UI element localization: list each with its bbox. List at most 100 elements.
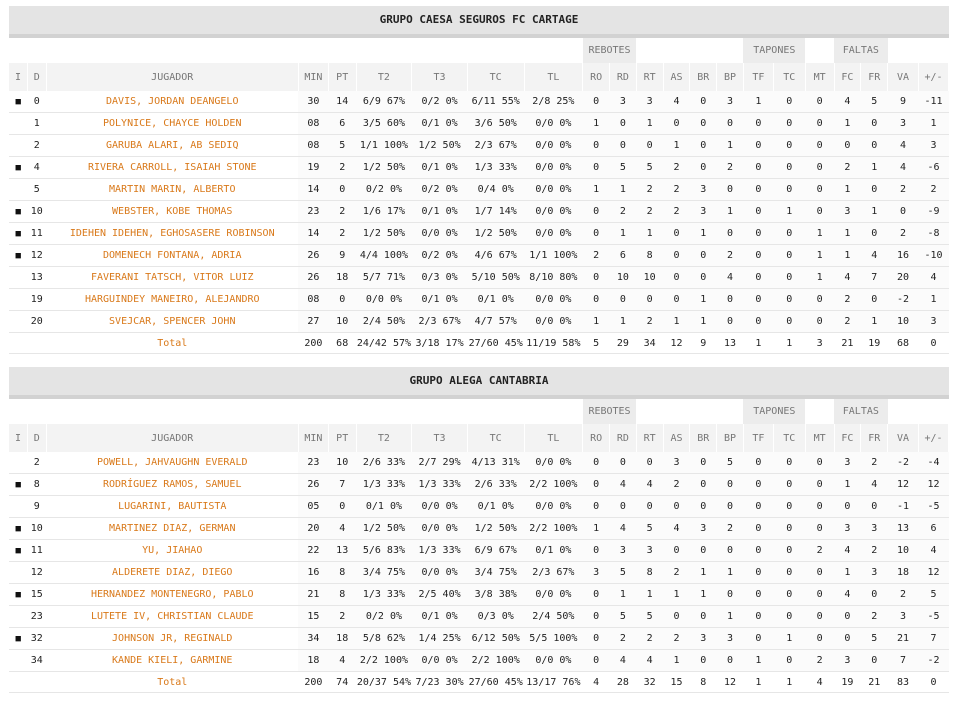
- stat-va: -1: [887, 495, 919, 518]
- player-name-link[interactable]: HARGUINDEY MANEIRO, ALEJANDRO: [46, 288, 299, 311]
- player-name-link[interactable]: MARTIN MARIN, ALBERTO: [46, 178, 299, 201]
- total-ro: 5: [582, 332, 610, 354]
- player-name-link[interactable]: RODRÍGUEZ RAMOS, SAMUEL: [46, 473, 299, 496]
- stat-tc2: 1: [773, 200, 806, 223]
- stat-fc: 1: [834, 473, 861, 496]
- stat-rd: 0: [609, 112, 637, 135]
- player-name-link[interactable]: RIVERA CARROLL, ISAIAH STONE: [46, 156, 299, 179]
- stat-t3: 0/2 0%: [411, 178, 468, 201]
- stat-rt: 8: [636, 561, 664, 584]
- player-name-link[interactable]: POWELL, JAHVAUGHN EVERALD: [46, 452, 299, 474]
- player-name-link[interactable]: HERNANDEZ MONTENEGRO, PABLO: [46, 583, 299, 606]
- stat-as: 0: [663, 112, 690, 135]
- stat-ro: 1: [582, 178, 610, 201]
- col-header-jugador: JUGADOR: [46, 424, 299, 452]
- stat-mt: 1: [805, 266, 835, 289]
- total-spacer: [9, 671, 28, 693]
- player-row: ■ 11 YU, JIAHAO 22 13 5/6 83% 1/3 33% 6/9 67% 0/…: [9, 539, 949, 562]
- total-min: 200: [298, 332, 329, 354]
- stat-rd: 0: [609, 134, 637, 157]
- stat-tc: 2/3 67%: [467, 134, 525, 157]
- boxscore-table-home: REBOTES TAPONES FALTAS I D JUGADOR MIN PT T2 T3 TC…: [9, 38, 949, 354]
- stat-tc: 3/4 75%: [467, 561, 525, 584]
- starter-marker: ■: [9, 91, 28, 113]
- boxscore-table-away: REBOTES TAPONES FALTAS I D JUGADOR MIN PT T2 T3 TC…: [9, 399, 949, 693]
- player-name-link[interactable]: DOMENECH FONTANA, ADRIA: [46, 244, 299, 267]
- stat-tl: 0/0 0%: [524, 288, 583, 311]
- stat-bp: 0: [716, 178, 744, 201]
- stat-pt: 8: [328, 583, 357, 606]
- stat-tf: 0: [743, 473, 774, 496]
- player-name-link[interactable]: DAVIS, JORDAN DEANGELO: [46, 91, 299, 113]
- col-header-br: BR: [689, 63, 718, 91]
- stat-pm: -6: [918, 156, 949, 179]
- col-header-t3: T3: [411, 424, 468, 452]
- starter-marker: ■: [9, 200, 28, 223]
- starter-marker: ■: [9, 156, 28, 179]
- stat-mt: 1: [805, 222, 835, 245]
- stat-pt: 10: [328, 310, 357, 333]
- stat-fr: 0: [860, 134, 888, 157]
- stat-rt: 5: [636, 517, 664, 540]
- col-header-pm: +/-: [918, 63, 949, 91]
- stat-rd: 6: [609, 244, 637, 267]
- stat-tc: 3/6 50%: [467, 112, 525, 135]
- stat-pm: -5: [918, 605, 949, 628]
- stat-tl: 0/0 0%: [524, 310, 583, 333]
- player-name-link[interactable]: KANDE KIELI, GARMINE: [46, 649, 299, 672]
- stat-ro: 0: [582, 200, 610, 223]
- stat-tl: 0/0 0%: [524, 583, 583, 606]
- player-name-link[interactable]: IDEHEN IDEHEN, EGHOSASERE ROBINSON: [46, 222, 299, 245]
- stat-tc: 1/2 50%: [467, 222, 525, 245]
- col-header-tc: TC: [467, 63, 525, 91]
- col-header-i: I: [9, 63, 29, 91]
- player-number: 13: [27, 266, 47, 289]
- stat-tf: 0: [743, 112, 774, 135]
- player-name-link[interactable]: SVEJCAR, SPENCER JOHN: [46, 310, 299, 333]
- player-name-link[interactable]: YU, JIAHAO: [46, 539, 299, 562]
- stat-rd: 4: [609, 473, 637, 496]
- stat-fr: 1: [860, 200, 888, 223]
- col-header-t3: T3: [411, 63, 468, 91]
- stat-ro: 1: [582, 112, 610, 135]
- player-number: 10: [27, 517, 47, 540]
- player-name-link[interactable]: MARTINEZ DIAZ, GERMAN: [46, 517, 299, 540]
- total-row: Total 200 68 24/42 57% 3/18 17% 27/60 45% 11/1…: [9, 332, 949, 354]
- player-name-link[interactable]: LUTETE IV, CHRISTIAN CLAUDE: [46, 605, 299, 628]
- stat-fc: 1: [834, 112, 861, 135]
- player-name-link[interactable]: LUGARINI, BAUTISTA: [46, 495, 299, 518]
- starter-marker: ■: [9, 222, 28, 245]
- stat-t2: 1/3 33%: [356, 583, 412, 606]
- stat-fc: 0: [834, 605, 861, 628]
- player-name-link[interactable]: JOHNSON JR, REGINALD: [46, 627, 299, 650]
- player-name-link[interactable]: FAVERANI TATSCH, VITOR LUIZ: [46, 266, 299, 289]
- column-header-row: I D JUGADOR MIN PT T2 T3 TC TL RO RD RT AS BR BP TF TC MT…: [9, 63, 949, 91]
- stat-tl: 2/3 67%: [524, 561, 583, 584]
- player-name-link[interactable]: WEBSTER, KOBE THOMAS: [46, 200, 299, 223]
- stat-ro: 1: [582, 517, 610, 540]
- stat-br: 0: [689, 605, 717, 628]
- stat-fc: 2: [834, 310, 861, 333]
- stat-br: 1: [689, 288, 717, 311]
- stat-tc2: 0: [773, 156, 806, 179]
- stat-bp: 0: [716, 539, 744, 562]
- stat-mt: 0: [805, 452, 835, 474]
- player-name-link[interactable]: GARUBA ALARI, AB SEDIQ: [46, 134, 299, 157]
- total-tl: 13/17 76%: [524, 671, 583, 693]
- player-number: 20: [27, 310, 47, 333]
- stat-bp: 0: [716, 288, 744, 311]
- col-header-tl: TL: [524, 63, 584, 91]
- stat-t2: 1/2 50%: [356, 156, 412, 179]
- stat-tc2: 0: [773, 649, 806, 672]
- stat-mt: 0: [805, 91, 835, 113]
- stat-rd: 0: [609, 288, 637, 311]
- player-name-link[interactable]: POLYNICE, CHAYCE HOLDEN: [46, 112, 299, 135]
- player-name-link[interactable]: ALDERETE DIAZ, DIEGO: [46, 561, 299, 584]
- player-row: ■ 4 RIVERA CARROLL, ISAIAH STONE 19 2 1/2 50%…: [9, 156, 949, 179]
- stat-pm: -9: [918, 200, 949, 223]
- stat-rd: 1: [609, 583, 637, 606]
- stat-ro: 0: [582, 495, 610, 518]
- col-header-jugador: JUGADOR: [46, 63, 299, 91]
- stat-tf: 0: [743, 310, 774, 333]
- stat-rd: 2: [609, 627, 637, 650]
